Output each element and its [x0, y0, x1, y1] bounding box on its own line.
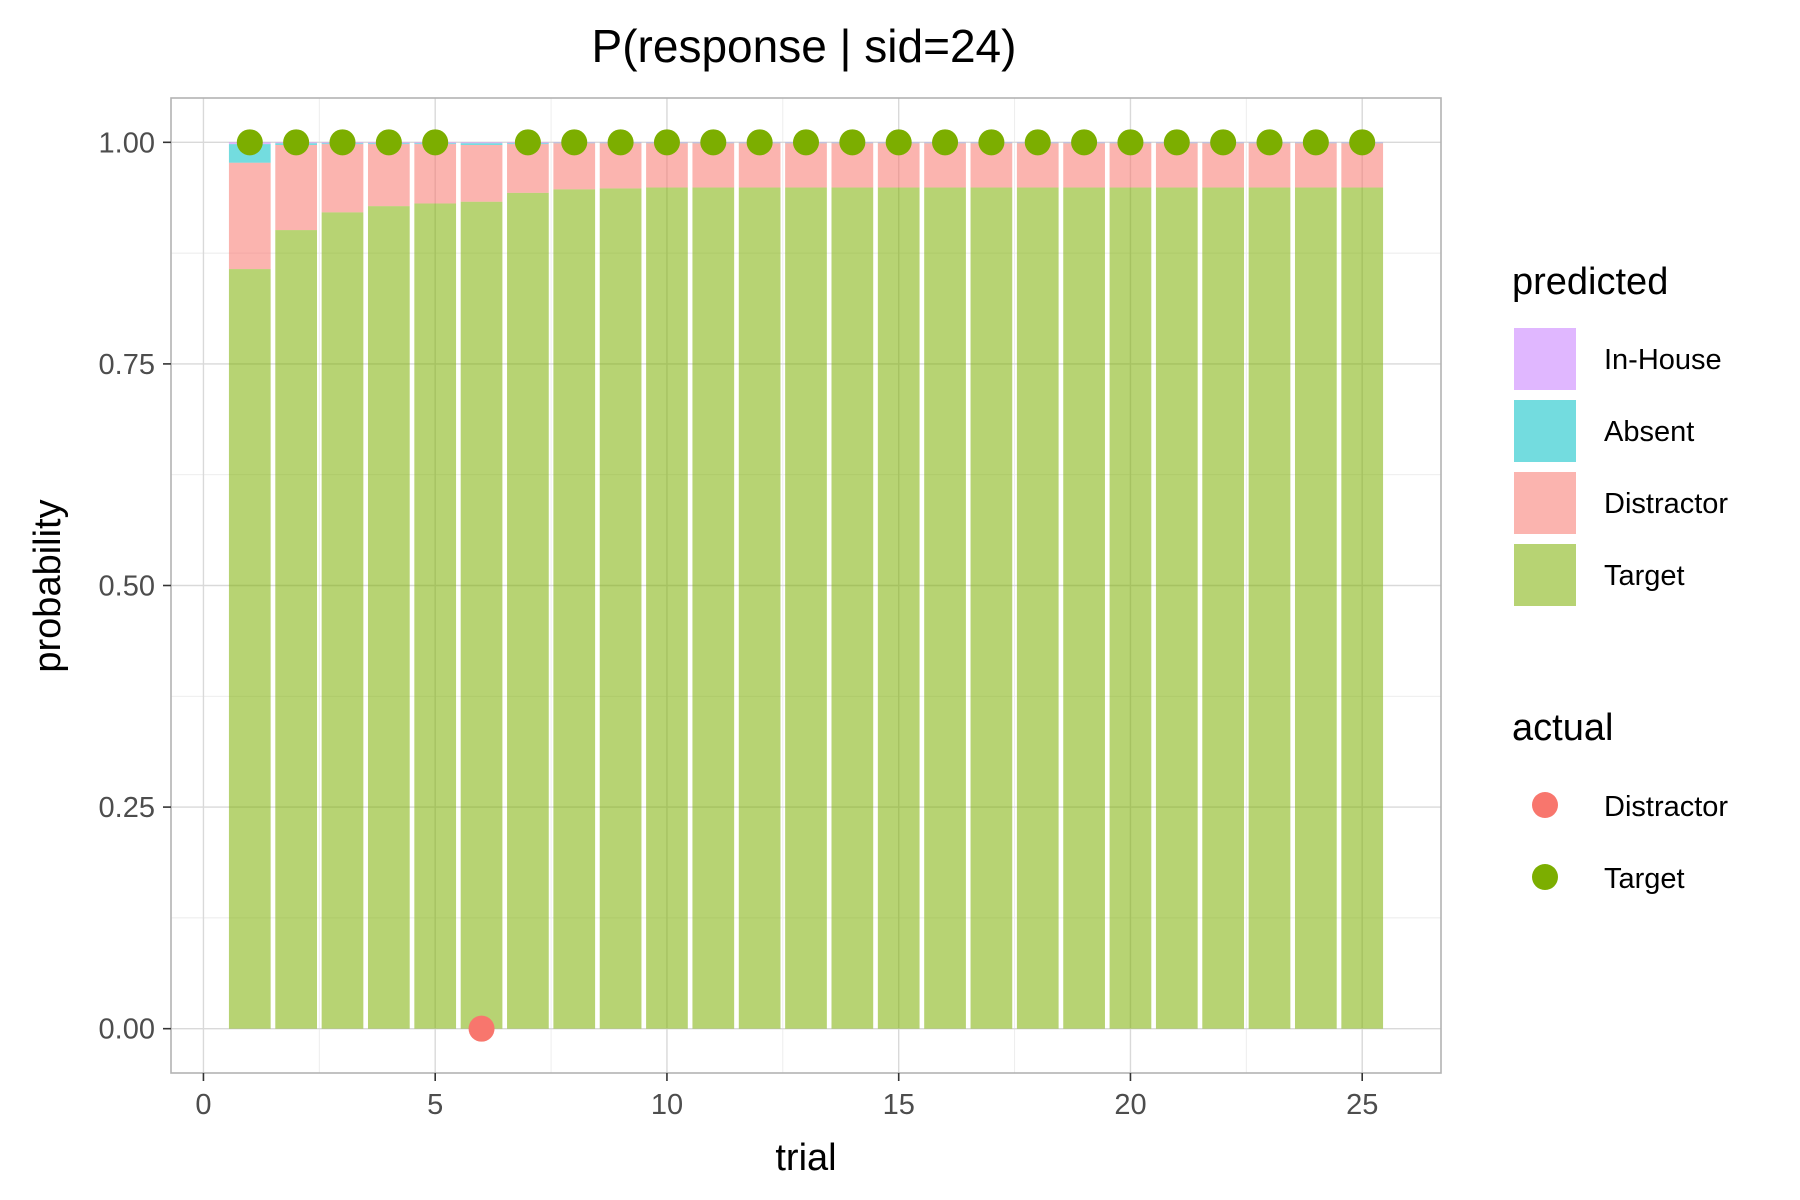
point-target-trial-23: [1256, 129, 1283, 156]
y-axis-ticks: 0.00 0.25 0.50 0.75 1.00: [99, 127, 171, 1046]
point-target-trial-22: [1210, 129, 1237, 156]
legend-actual: actual Distractor Target: [1512, 707, 1728, 895]
x-axis-ticks: 0 5 10 15 20 25: [195, 1073, 1378, 1121]
bar-target-trial-5: [414, 203, 457, 1029]
chart-title: P(response | sid=24): [592, 20, 1017, 72]
bar-target-trial-10: [646, 187, 688, 1029]
bar-target-trial-3: [321, 212, 364, 1029]
point-target-trial-7: [514, 129, 541, 156]
bar-absent-trial-6: [460, 143, 503, 145]
y-tick-label: 0.25: [99, 792, 155, 824]
bar-distractor-trial-6: [460, 144, 503, 202]
x-tick-label: 20: [1114, 1089, 1146, 1121]
legend-actual-label-target: Target: [1604, 863, 1685, 895]
point-target-trial-24: [1302, 129, 1329, 156]
point-target-trial-20: [1117, 129, 1144, 156]
bar-target-trial-9: [599, 188, 642, 1029]
bar-distractor-trial-3: [321, 144, 364, 213]
legend-label-target: Target: [1604, 560, 1685, 592]
point-distractor-trial-6: [468, 1015, 495, 1042]
legend-point-target: [1532, 864, 1558, 890]
y-axis-title: probability: [27, 499, 69, 672]
bar-target-trial-22: [1202, 187, 1245, 1029]
bar-target-trial-18: [1016, 187, 1059, 1029]
bar-target-trial-24: [1294, 187, 1337, 1029]
bar-target-trial-7: [507, 192, 549, 1029]
bars: [228, 142, 1384, 1029]
point-target-trial-18: [1024, 129, 1051, 156]
point-target-trial-2: [283, 129, 310, 156]
bar-distractor-trial-1: [228, 162, 271, 270]
x-tick-label: 25: [1346, 1089, 1378, 1121]
actual-points: [236, 129, 1376, 1042]
bar-target-trial-20: [1109, 187, 1152, 1029]
point-target-trial-16: [932, 129, 959, 156]
point-target-trial-14: [839, 129, 866, 156]
point-target-trial-9: [607, 129, 634, 156]
bar-target-trial-4: [367, 206, 410, 1029]
x-tick-label: 10: [651, 1089, 683, 1121]
bar-target-trial-21: [1155, 187, 1198, 1029]
bar-target-trial-8: [553, 189, 596, 1029]
point-target-trial-5: [422, 129, 449, 156]
bar-target-trial-16: [924, 187, 966, 1029]
legend-actual-label-distractor: Distractor: [1604, 791, 1728, 823]
legend-point-distractor: [1532, 792, 1558, 818]
y-tick-label: 0.00: [99, 1014, 155, 1046]
bar-target-trial-13: [785, 187, 827, 1029]
point-target-trial-10: [653, 129, 680, 156]
point-target-trial-19: [1071, 129, 1098, 156]
y-tick-label: 0.75: [99, 349, 155, 381]
bar-target-trial-17: [970, 187, 1013, 1029]
point-target-trial-11: [700, 129, 727, 156]
point-target-trial-25: [1349, 129, 1376, 156]
bar-target-trial-23: [1248, 187, 1291, 1029]
x-axis-title: trial: [775, 1137, 836, 1179]
legend-swatch-in-house: [1514, 328, 1576, 390]
bar-target-trial-2: [275, 230, 318, 1029]
bar-target-trial-15: [877, 187, 920, 1029]
bar-distractor-trial-2: [275, 144, 318, 231]
bar-target-trial-1: [228, 269, 271, 1029]
legend-swatch-target: [1514, 544, 1576, 606]
point-target-trial-1: [236, 129, 263, 156]
point-target-trial-15: [885, 129, 912, 156]
bar-target-trial-12: [738, 187, 781, 1029]
point-target-trial-4: [375, 129, 402, 156]
x-tick-label: 0: [195, 1089, 211, 1121]
point-target-trial-17: [978, 129, 1005, 156]
legend-swatch-distractor: [1514, 472, 1576, 534]
y-tick-label: 1.00: [99, 127, 155, 159]
bar-target-trial-11: [692, 187, 735, 1029]
legend-swatch-absent: [1514, 400, 1576, 462]
legend-actual-title: actual: [1512, 707, 1613, 749]
legend-label-in-house: In-House: [1604, 344, 1722, 376]
legend-predicted: predicted In-House Absent Distractor Target: [1512, 261, 1728, 608]
legend-predicted-title: predicted: [1512, 261, 1668, 303]
bar-target-trial-6: [460, 201, 503, 1029]
bar-in-house-trial-6: [460, 142, 503, 144]
legend-label-distractor: Distractor: [1604, 488, 1728, 520]
point-target-trial-8: [561, 129, 588, 156]
y-tick-label: 0.50: [99, 571, 155, 603]
point-target-trial-3: [329, 129, 356, 156]
point-target-trial-21: [1163, 129, 1190, 156]
x-tick-label: 15: [883, 1089, 915, 1121]
point-target-trial-12: [746, 129, 773, 156]
point-target-trial-13: [793, 129, 819, 156]
bar-target-trial-19: [1063, 187, 1105, 1029]
bar-target-trial-14: [831, 187, 874, 1029]
bar-target-trial-25: [1341, 187, 1384, 1029]
legend-label-absent: Absent: [1604, 416, 1694, 448]
x-tick-label: 5: [427, 1089, 443, 1121]
